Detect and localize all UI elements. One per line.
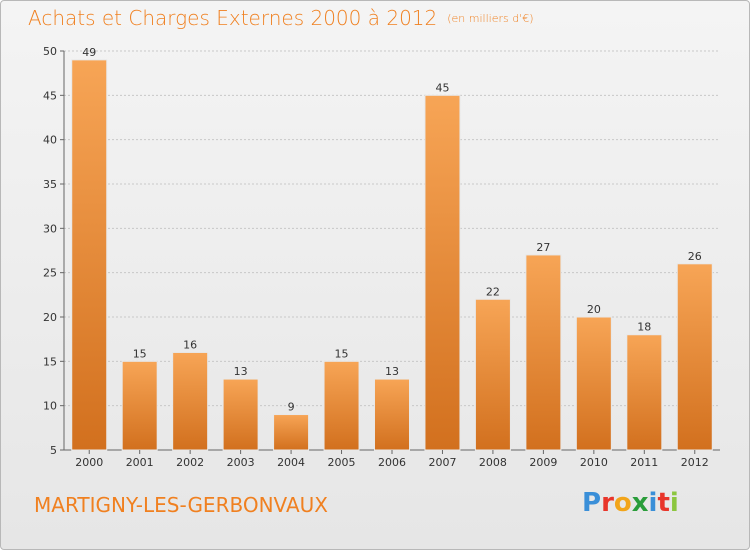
chart-title: Achats et Charges Externes 2000 à 2012 (e… bbox=[28, 6, 534, 30]
bar bbox=[424, 94, 461, 451]
bar bbox=[575, 316, 612, 451]
bar bbox=[273, 414, 310, 451]
logo-letter: t bbox=[657, 488, 670, 518]
chart-title-text: Achats et Charges Externes 2000 à 2012 bbox=[28, 6, 438, 30]
data-label: 22 bbox=[486, 285, 500, 298]
x-tick-label: 2012 bbox=[681, 456, 709, 469]
x-tick-label: 2009 bbox=[529, 456, 557, 469]
logo-letter: o bbox=[613, 488, 632, 518]
data-label: 49 bbox=[82, 46, 96, 59]
bar bbox=[525, 254, 562, 451]
data-label: 27 bbox=[536, 241, 550, 254]
y-tick-label: 40 bbox=[43, 134, 57, 147]
data-label: 18 bbox=[637, 321, 651, 334]
logo-letter: i bbox=[669, 488, 679, 518]
y-tick-label: 20 bbox=[43, 311, 57, 324]
chart-unit: (en milliers d'€) bbox=[447, 12, 534, 25]
bar bbox=[222, 378, 259, 451]
y-tick-label: 30 bbox=[43, 222, 57, 235]
x-tick-label: 2005 bbox=[328, 456, 356, 469]
data-label: 15 bbox=[133, 347, 147, 360]
x-tick-label: 2004 bbox=[277, 456, 305, 469]
x-tick-label: 2008 bbox=[479, 456, 507, 469]
y-tick-label: 15 bbox=[43, 355, 57, 368]
bar bbox=[323, 360, 360, 451]
y-tick-label: 25 bbox=[43, 267, 57, 280]
x-tick-label: 2003 bbox=[227, 456, 255, 469]
bar bbox=[172, 351, 209, 451]
data-label: 20 bbox=[587, 303, 601, 316]
data-label: 16 bbox=[183, 338, 197, 351]
y-tick-label: 45 bbox=[43, 89, 57, 102]
bar bbox=[676, 263, 713, 451]
x-tick-label: 2000 bbox=[75, 456, 103, 469]
x-tick-label: 2007 bbox=[428, 456, 456, 469]
y-tick-label: 10 bbox=[43, 400, 57, 413]
data-label: 26 bbox=[688, 250, 702, 263]
x-tick-label: 2001 bbox=[126, 456, 154, 469]
logo-letter: x bbox=[631, 488, 649, 518]
y-tick-label: 5 bbox=[50, 444, 57, 457]
logo-letter: P bbox=[582, 488, 602, 518]
bar bbox=[121, 360, 158, 451]
y-tick-label: 50 bbox=[43, 45, 57, 58]
bar bbox=[71, 59, 108, 451]
data-label: 15 bbox=[335, 347, 349, 360]
data-label: 13 bbox=[234, 365, 248, 378]
bar bbox=[474, 298, 511, 451]
commune-name: MARTIGNY-LES-GERBONVAUX bbox=[34, 493, 328, 517]
x-tick-label: 2002 bbox=[176, 456, 204, 469]
logo-letter: r bbox=[601, 488, 614, 518]
bar bbox=[374, 378, 410, 451]
data-label: 13 bbox=[385, 365, 399, 378]
y-tick-label: 35 bbox=[43, 178, 57, 191]
x-tick-label: 2011 bbox=[630, 456, 658, 469]
x-tick-label: 2010 bbox=[580, 456, 608, 469]
x-tick-label: 2006 bbox=[378, 456, 406, 469]
proxiti-logo: Proxiti bbox=[582, 488, 679, 518]
data-label: 9 bbox=[288, 401, 295, 414]
bar bbox=[626, 334, 663, 451]
logo-letter: i bbox=[648, 488, 658, 518]
data-label: 45 bbox=[435, 81, 449, 94]
